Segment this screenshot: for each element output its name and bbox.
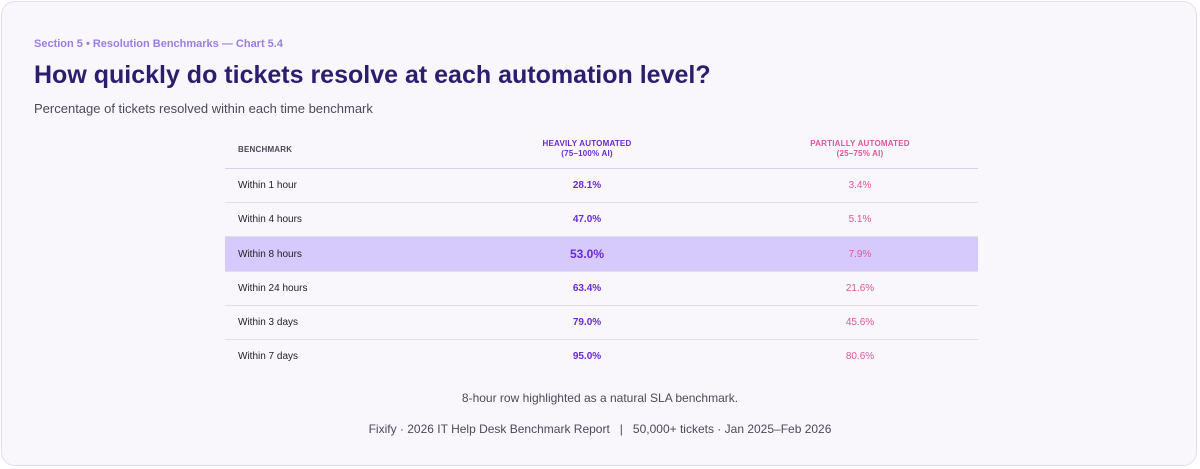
- partially-automated-value: 3.4%: [742, 168, 978, 203]
- partially-automated-value: 5.1%: [742, 202, 978, 237]
- partially-automated-value: 80.6%: [845, 351, 875, 362]
- highlight-note: 8-hour row highlighted as a natural SLA …: [461, 391, 739, 405]
- footer: Fixify · 2026 IT Help Desk Benchmark Rep…: [2, 422, 1198, 436]
- table-header-row: BENCHMARK HEAVILY AUTOMATED (75–100% AI)…: [225, 130, 978, 169]
- column-header-benchmark: BENCHMARK: [225, 130, 432, 169]
- benchmark-cell: Within 4 hours: [225, 202, 432, 237]
- column-header-heavily-automated: HEAVILY AUTOMATED (75–100% AI): [432, 130, 742, 169]
- table-row: Within 3 days 79.0% 45.6%: [225, 305, 978, 340]
- benchmark-cell: Within 7 days: [238, 351, 299, 362]
- section-eyebrow: Section 5 • Resolution Benchmarks — Char…: [34, 38, 283, 50]
- chart-title: How quickly do tickets resolve at each a…: [34, 61, 711, 89]
- benchmark-cell: Within 8 hours: [225, 236, 432, 272]
- table-row: Within 24 hours 63.4% 21.6%: [225, 271, 978, 306]
- column-header-label: BENCHMARK: [238, 144, 293, 154]
- table-row: Within 8 hours 53.0% 7.9%: [225, 236, 978, 272]
- table-row: Within 1 hour 28.1% 3.4%: [225, 168, 978, 203]
- column-header-sublabel: (25–75% AI): [836, 149, 884, 158]
- heavily-automated-value: 47.0%: [432, 202, 742, 237]
- column-header-label: HEAVILY AUTOMATED: [542, 139, 632, 148]
- benchmark-cell: Within 24 hours: [225, 271, 432, 306]
- benchmark-cell: Within 1 hour: [225, 168, 432, 203]
- footer-sample: 50,000+ tickets · Jan 2025–Feb 2026: [632, 422, 832, 436]
- heavily-automated-value: 28.1%: [432, 168, 742, 203]
- benchmark-cell: Within 3 days: [225, 305, 432, 340]
- heavily-automated-value: 95.0%: [572, 351, 602, 362]
- chart-subtitle: Percentage of tickets resolved within ea…: [34, 101, 373, 116]
- footer-separator: |: [619, 422, 623, 436]
- column-header-sublabel: (75–100% AI): [561, 149, 613, 158]
- column-header-partially-automated: PARTIALLY AUTOMATED (25–75% AI): [742, 130, 978, 169]
- heavily-automated-value: 79.0%: [432, 305, 742, 340]
- partially-automated-value: 21.6%: [742, 271, 978, 306]
- partially-automated-value: 7.9%: [742, 236, 978, 272]
- table-row: Within 7 days 95.0% 80.6%: [225, 340, 978, 374]
- table-body: Within 1 hour 28.1% 3.4% Within 4 hours 47.0…: [225, 168, 978, 374]
- column-header-label: PARTIALLY AUTOMATED: [810, 139, 910, 148]
- heavily-automated-value: 63.4%: [432, 271, 742, 306]
- partially-automated-value: 45.6%: [742, 305, 978, 340]
- benchmark-table: BENCHMARK HEAVILY AUTOMATED (75–100% AI)…: [225, 130, 978, 373]
- footer-source: Fixify · 2026 IT Help Desk Benchmark Rep…: [368, 422, 610, 436]
- heavily-automated-value: 53.0%: [432, 236, 742, 272]
- table-row: Within 4 hours 47.0% 5.1%: [225, 202, 978, 237]
